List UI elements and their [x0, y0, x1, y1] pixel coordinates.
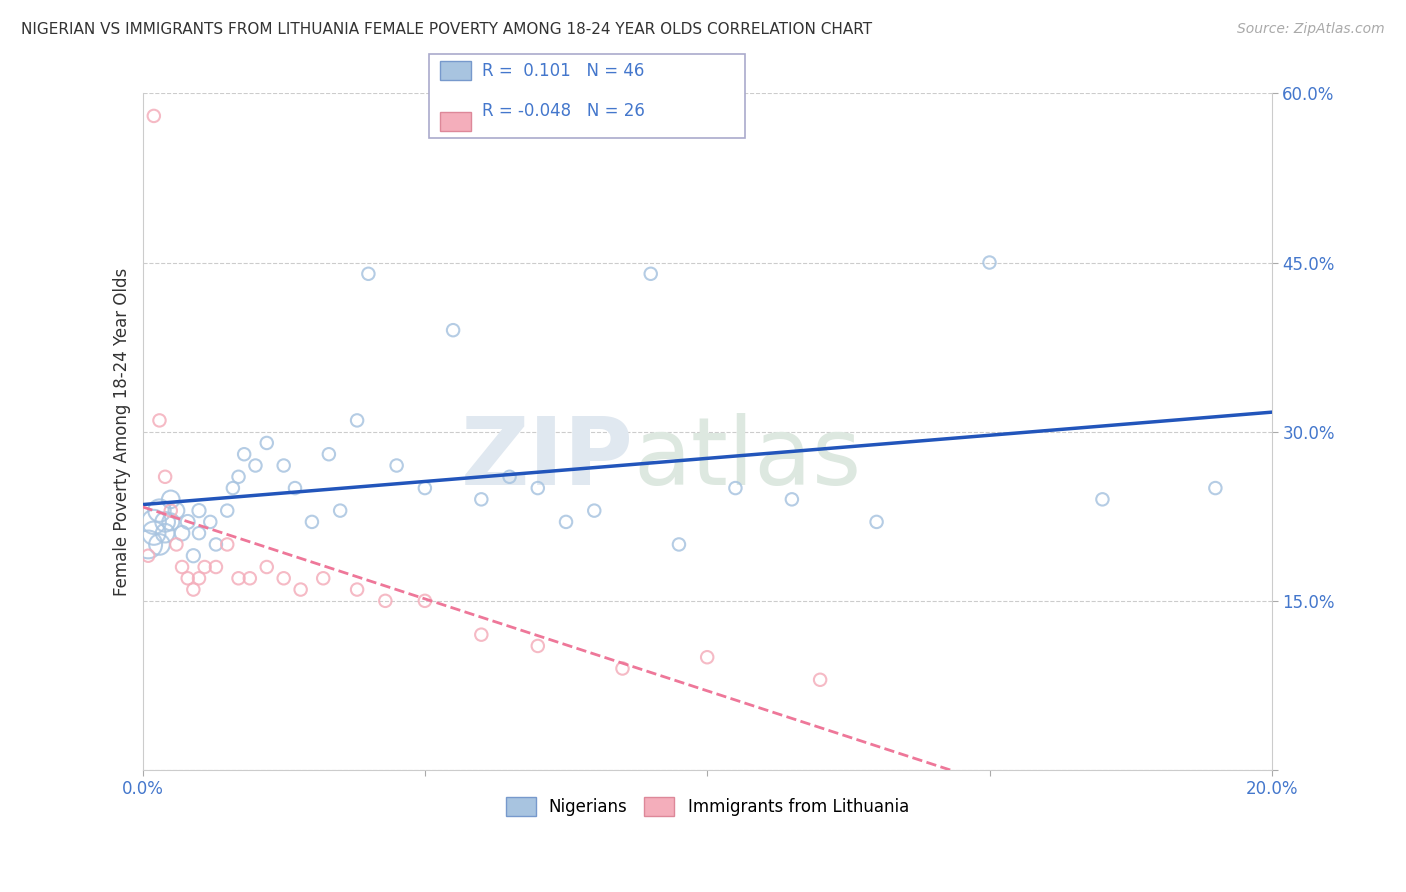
Point	[165, 503, 187, 517]
Point	[612, 661, 634, 675]
Point	[640, 267, 662, 281]
Point	[188, 571, 211, 585]
Point	[159, 492, 181, 507]
Point	[357, 267, 380, 281]
Point	[217, 537, 239, 551]
Point	[374, 594, 396, 608]
Text: NIGERIAN VS IMMIGRANTS FROM LITHUANIA FEMALE POVERTY AMONG 18-24 YEAR OLDS CORRE: NIGERIAN VS IMMIGRANTS FROM LITHUANIA FE…	[21, 22, 872, 37]
Point	[239, 571, 262, 585]
Point	[413, 594, 436, 608]
Point	[256, 560, 278, 574]
Point	[724, 481, 747, 495]
Point	[170, 526, 193, 541]
Point	[256, 436, 278, 450]
Text: Source: ZipAtlas.com: Source: ZipAtlas.com	[1237, 22, 1385, 37]
Point	[142, 515, 165, 529]
Point	[136, 537, 159, 551]
Point	[979, 255, 1001, 269]
Point	[668, 537, 690, 551]
Point	[148, 503, 170, 517]
Point	[153, 470, 176, 484]
Point	[142, 526, 165, 541]
Point	[290, 582, 312, 597]
Point	[865, 515, 887, 529]
Point	[222, 481, 245, 495]
Point	[194, 560, 217, 574]
Point	[346, 582, 368, 597]
Point	[583, 503, 606, 517]
Point	[284, 481, 307, 495]
Point	[159, 503, 181, 517]
Point	[148, 537, 170, 551]
Point	[177, 515, 200, 529]
Point	[183, 582, 205, 597]
Point	[413, 481, 436, 495]
Point	[385, 458, 408, 473]
Text: R =  0.101   N = 46: R = 0.101 N = 46	[482, 62, 644, 80]
Point	[470, 492, 492, 507]
Point	[1204, 481, 1226, 495]
Point	[526, 639, 548, 653]
Point	[245, 458, 267, 473]
Point	[170, 560, 193, 574]
Point	[233, 447, 256, 461]
Text: atlas: atlas	[634, 413, 862, 505]
Point	[188, 503, 211, 517]
Point	[183, 549, 205, 563]
Point	[159, 515, 181, 529]
Point	[312, 571, 335, 585]
Point	[153, 515, 176, 529]
Point	[177, 571, 200, 585]
Point	[780, 492, 803, 507]
Legend: Nigerians, Immigrants from Lithuania: Nigerians, Immigrants from Lithuania	[499, 790, 915, 822]
Text: R = -0.048   N = 26: R = -0.048 N = 26	[482, 102, 645, 120]
Point	[228, 470, 250, 484]
Point	[301, 515, 323, 529]
Point	[498, 470, 520, 484]
Point	[205, 537, 228, 551]
Point	[555, 515, 578, 529]
Point	[696, 650, 718, 665]
Point	[142, 109, 165, 123]
Point	[273, 571, 295, 585]
Y-axis label: Female Poverty Among 18-24 Year Olds: Female Poverty Among 18-24 Year Olds	[114, 268, 131, 596]
Point	[200, 515, 222, 529]
Point	[808, 673, 831, 687]
Point	[346, 413, 368, 427]
Point	[526, 481, 548, 495]
Point	[318, 447, 340, 461]
Point	[148, 413, 170, 427]
Text: ZIP: ZIP	[461, 413, 634, 505]
Point	[217, 503, 239, 517]
Point	[188, 526, 211, 541]
Point	[329, 503, 352, 517]
Point	[273, 458, 295, 473]
Point	[441, 323, 464, 337]
Point	[1091, 492, 1114, 507]
Point	[470, 628, 492, 642]
Point	[165, 537, 187, 551]
Point	[228, 571, 250, 585]
Point	[205, 560, 228, 574]
Point	[136, 549, 159, 563]
Point	[153, 526, 176, 541]
